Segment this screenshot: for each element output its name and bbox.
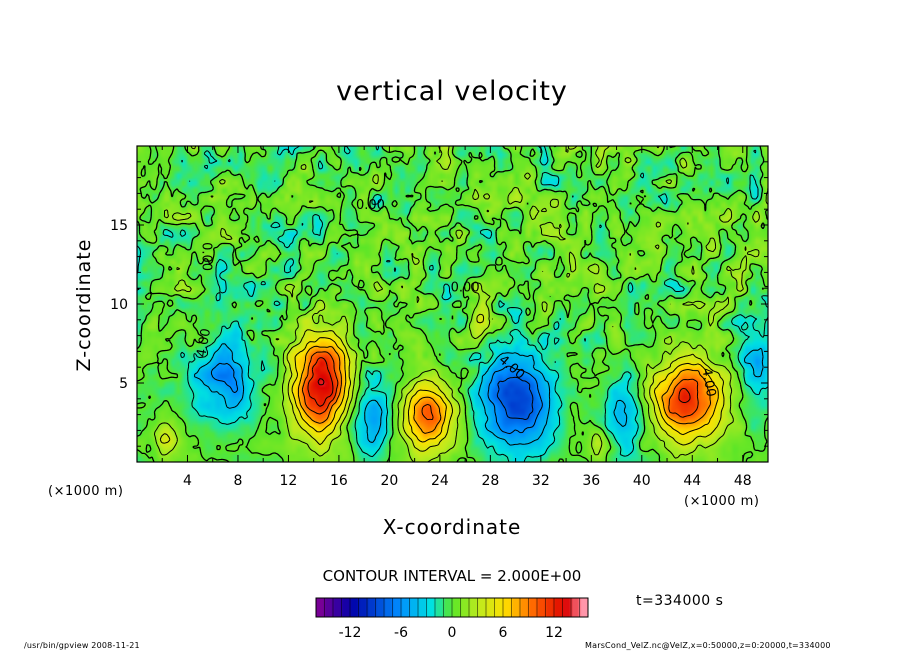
colorbar-tick-label: -6 [394,625,408,641]
x-tick-label: 12 [280,473,298,489]
contour-lines [137,146,768,462]
footer-source: MarsCond_VelZ.nc@VelZ,x=0:50000,z=0:2000… [585,641,831,650]
contour-level-2 [154,146,768,462]
contour-level-8 [297,345,711,434]
contour-level-6 [291,337,719,443]
x-tick-label: 4 [183,473,192,489]
contour-label: 4.00 [698,367,718,398]
contour-label: 0.00 [199,242,214,271]
contour-interval: CONTOUR INTERVAL = 2.000E+00 [322,567,582,585]
contour-label: 0.00 [451,280,480,295]
x-tick-label: 36 [582,473,600,489]
contour-label: 0.00 [356,198,385,213]
contour-label: 4.00 [194,327,214,358]
y-tick-label: 10 [110,297,128,313]
contour-level--2 [137,146,768,462]
colorbar-tick-label: 6 [499,625,508,641]
x-tick-label: 20 [380,473,398,489]
x-tick-label: 44 [683,473,701,489]
contour-level--6 [210,362,543,435]
x-unit-left: (×1000 m) [48,484,124,499]
x-tick-label: 32 [532,473,550,489]
contour-level--4 [194,343,764,446]
y-tick-label: 15 [110,218,128,234]
contour-level-14 [317,378,325,386]
contour-level-4 [159,313,725,452]
x-axis-label: X-coordinate [382,515,522,539]
x-ticks: 4 8 12 16 20 24 28 32 36 40 44 48 [161,146,752,489]
x-tick-label: 28 [481,473,499,489]
x-tick-label: 48 [734,473,752,489]
colorbar-tick-label: -12 [339,625,362,641]
x-tick-label: 16 [330,473,348,489]
time-label: t=334000 s [636,593,724,609]
y-ticks: 5 10 15 [110,161,768,447]
y-tick-label: 5 [119,376,128,392]
footer-program: /usr/bin/gpview 2008-11-21 [24,641,140,650]
colorbar-ticks: -12 -6 0 6 12 [339,625,563,641]
contour-level--8 [496,376,534,420]
x-tick-label: 8 [233,473,242,489]
chart-title: vertical velocity [336,76,568,107]
x-tick-label: 24 [431,473,449,489]
contour-level-12 [307,357,691,407]
colorbar-divisions [324,598,580,617]
colorbar-tick-label: 12 [545,625,563,641]
x-unit-right: (×1000 m) [684,494,760,509]
colorbar-tick-label: 0 [448,625,457,641]
colorbar-frame [315,597,589,618]
contour-level-10 [301,351,699,421]
x-tick-label: 40 [633,473,651,489]
